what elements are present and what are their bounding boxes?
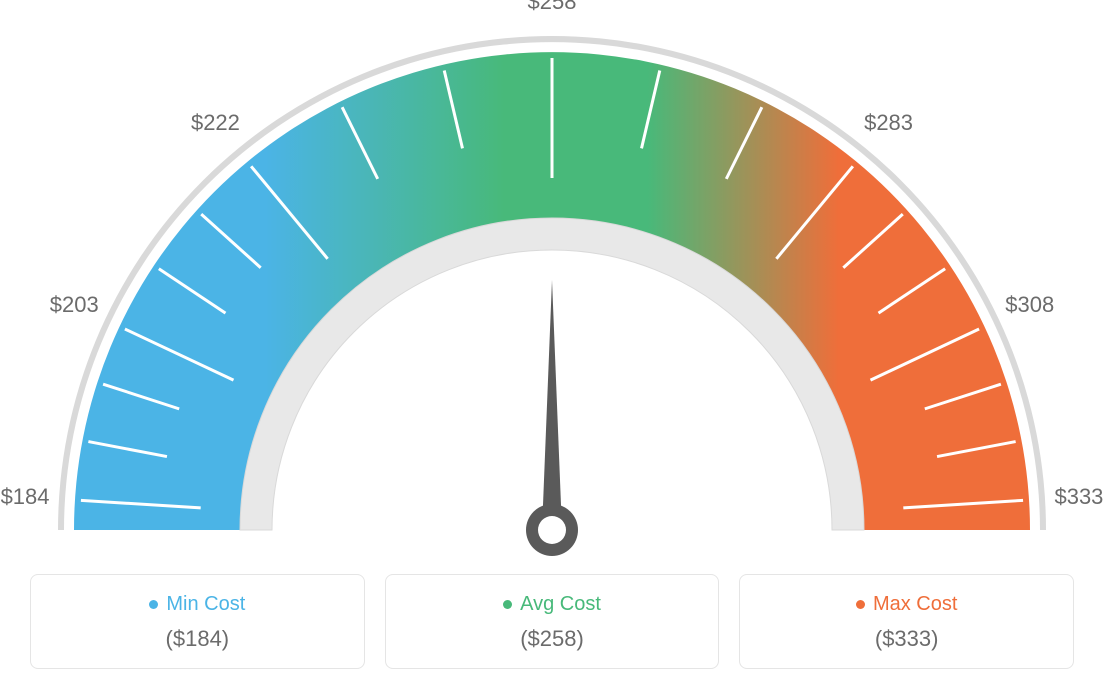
tick-label: $333	[1054, 484, 1103, 509]
tick-label: $184	[1, 484, 50, 509]
legend-label-text: Min Cost	[166, 593, 245, 616]
legend-label-text: Max Cost	[873, 593, 957, 616]
legend-label-text: Avg Cost	[520, 593, 601, 616]
cost-gauge: $184 $203 $222 $258 $283 $308 $333	[0, 0, 1104, 560]
legend-value: ($333)	[740, 626, 1073, 652]
legend-box: Max Cost ($333)	[739, 574, 1074, 669]
tick-label: $222	[191, 110, 240, 135]
legend-dot-icon	[856, 600, 865, 609]
legend-box: Avg Cost ($258)	[385, 574, 720, 669]
needle-hub-inner	[538, 516, 566, 544]
gauge-svg: $184 $203 $222 $258 $283 $308 $333	[0, 0, 1104, 560]
legend-label: Max Cost	[856, 593, 957, 616]
legend-row: Min Cost ($184) Avg Cost ($258) Max Cost ($33…	[0, 574, 1104, 669]
legend-label: Min Cost	[149, 593, 245, 616]
legend-box: Min Cost ($184)	[30, 574, 365, 669]
tick-label: $203	[50, 292, 99, 317]
legend-dot-icon	[503, 600, 512, 609]
tick-label: $258	[528, 0, 577, 14]
tick-label: $283	[864, 110, 913, 135]
tick-label: $308	[1005, 292, 1054, 317]
legend-value: ($184)	[31, 626, 364, 652]
needle	[542, 280, 562, 530]
legend-dot-icon	[149, 600, 158, 609]
legend-label: Avg Cost	[503, 593, 601, 616]
legend-value: ($258)	[386, 626, 719, 652]
